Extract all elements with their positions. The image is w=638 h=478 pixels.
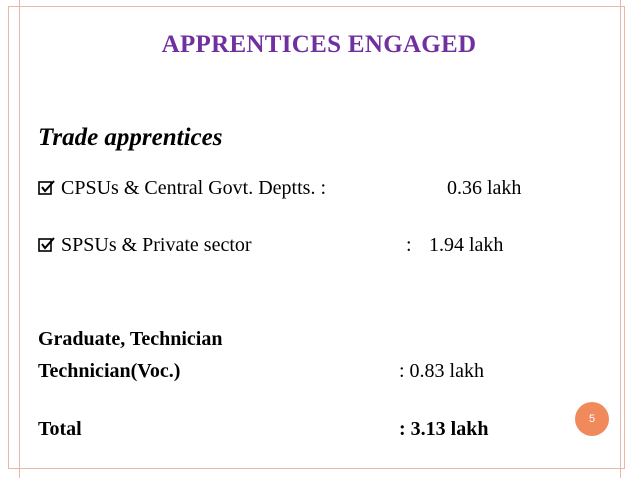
bullet-separator-spsus: : xyxy=(406,234,412,256)
graduate-label-line1: Graduate, Technician xyxy=(38,328,223,350)
graduate-value: : 0.83 lakh xyxy=(399,360,484,382)
bullet-item-spsus: SPSUs & Private sector xyxy=(38,234,252,257)
bullet-value-spsus: 1.94 lakh xyxy=(429,234,504,256)
checkbox-bullet-icon xyxy=(38,180,55,197)
total-label: Total xyxy=(38,418,82,440)
right-border-line xyxy=(620,0,621,478)
bullet-label-cpsus: CPSUs & Central Govt. Deptts. : xyxy=(61,177,327,199)
bullet-item-cpsus: CPSUs & Central Govt. Deptts. : xyxy=(38,177,326,200)
left-border-line xyxy=(19,0,20,478)
bullet-value-cpsus: 0.36 lakh xyxy=(447,177,522,199)
checkbox-bullet-icon xyxy=(38,237,55,254)
graduate-label-line2: Technician(Voc.) xyxy=(38,360,181,382)
section-heading-trade-apprentices: Trade apprentices xyxy=(38,124,223,151)
bullet-label-spsus: SPSUs & Private sector xyxy=(61,234,252,256)
slide-border-frame xyxy=(8,6,625,469)
total-value: : 3.13 lakh xyxy=(399,418,489,440)
slide-title: APPRENTICES ENGAGED xyxy=(161,31,477,58)
page-number-badge: 5 xyxy=(575,402,609,436)
